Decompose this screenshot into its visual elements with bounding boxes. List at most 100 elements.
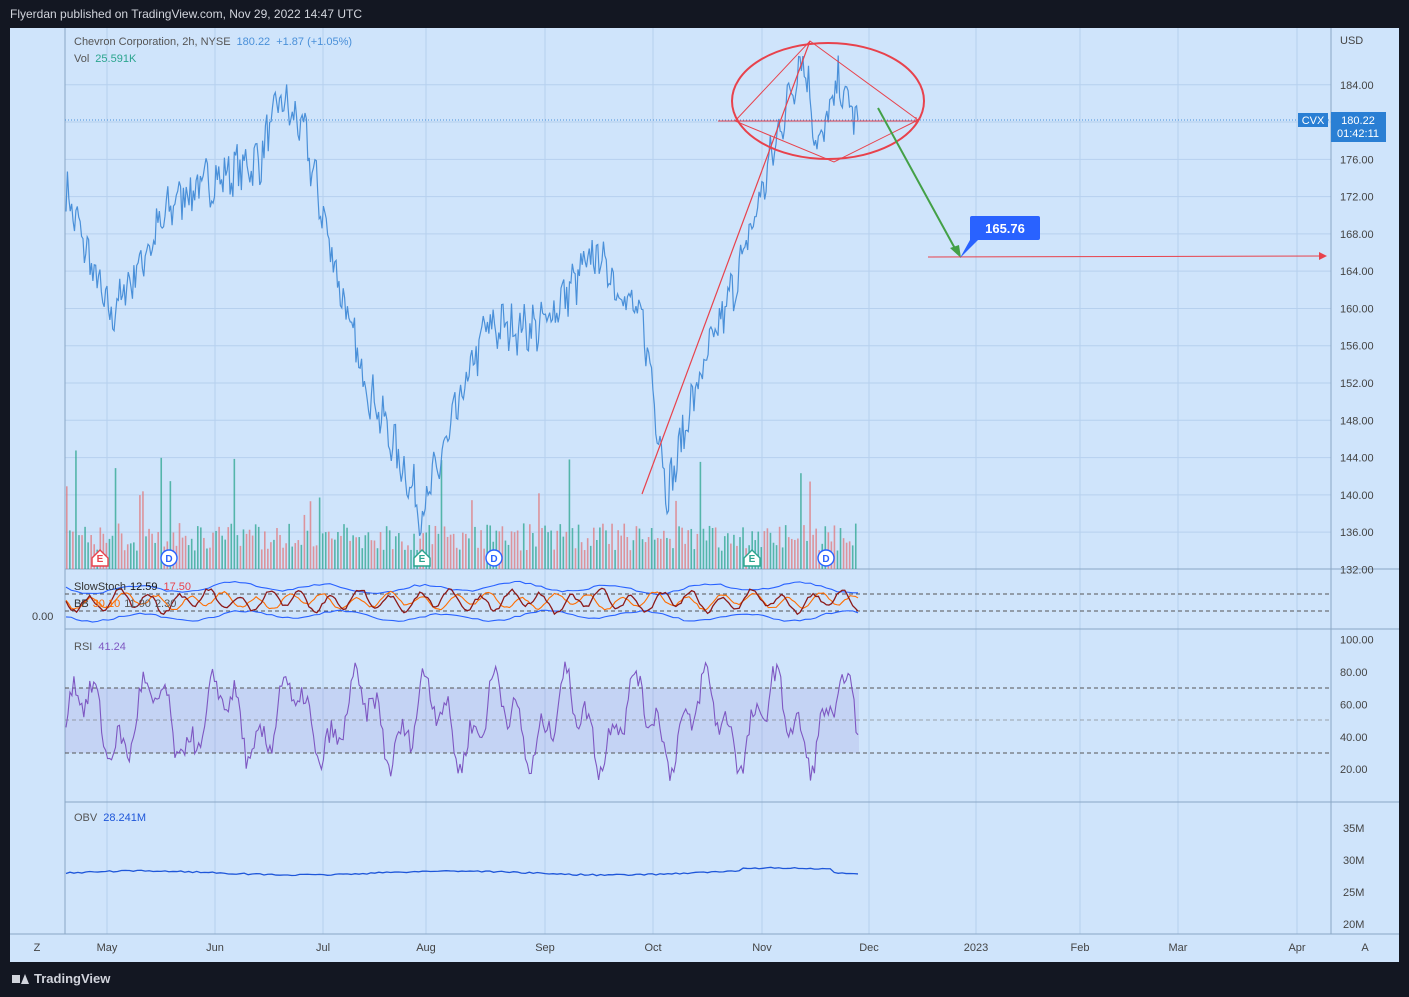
price-tick: 168.00	[1340, 229, 1374, 241]
volume-bar	[315, 545, 318, 569]
volume-bar	[340, 535, 342, 569]
chart-canvas[interactable]: 165.76 E D E D E D Chevron Corporation, 2h, N…	[10, 28, 1399, 962]
volume-bar	[720, 550, 723, 569]
volume-bar	[306, 530, 309, 569]
price-axis-currency: USD	[1340, 35, 1363, 47]
time-tick: Aug	[416, 942, 436, 954]
price-tick: 164.00	[1340, 266, 1374, 278]
volume-bar	[812, 534, 814, 569]
volume-bar	[84, 526, 86, 569]
volume-bar	[443, 526, 446, 569]
volume-bar	[614, 549, 616, 569]
price-tick: 156.00	[1340, 341, 1374, 353]
volume-bar	[574, 548, 577, 569]
volume-bar	[781, 547, 784, 569]
volume-bar	[623, 523, 626, 569]
volume-bar	[471, 500, 473, 569]
projection-arrow	[877, 107, 959, 255]
volume-bar	[184, 535, 187, 569]
time-axis[interactable]: May Jun Jul Aug Sep Oct Nov Dec 2023 Feb Mar Apr	[97, 942, 1306, 954]
volume-bar	[200, 527, 202, 569]
volume-bar	[708, 525, 711, 569]
volume-bar	[632, 540, 635, 569]
time-tick: May	[97, 942, 118, 954]
publish-bar: Flyerdan published on TradingView.com, N…	[0, 0, 1409, 28]
volume-bar	[449, 534, 452, 569]
time-tick: Dec	[859, 942, 879, 954]
volume-bar	[123, 550, 126, 569]
volume-bar	[193, 550, 196, 569]
volume-bar	[114, 468, 117, 569]
volume-bar	[72, 531, 74, 569]
volume-bar	[538, 493, 540, 569]
volume-bar	[510, 531, 513, 569]
volume-bars	[66, 450, 857, 569]
volume-bar	[529, 524, 531, 569]
tradingview-logo[interactable]: TradingView	[12, 971, 110, 986]
volume-bar	[522, 523, 525, 569]
publish-info: Flyerdan published on TradingView.com, N…	[10, 7, 362, 21]
volume-bar	[343, 524, 345, 569]
price-tick: 132.00	[1340, 564, 1374, 576]
price-tick: 152.00	[1340, 378, 1374, 390]
volume-bar	[589, 545, 592, 569]
volume-bar	[468, 538, 470, 569]
volume-bar	[352, 535, 354, 569]
volume-bar	[190, 538, 193, 569]
volume-bar	[126, 544, 129, 569]
price-axis[interactable]: USD 184.00 176.00 172.00 168.00 164.00 160.00…	[1340, 35, 1374, 576]
volume-bar	[608, 543, 610, 569]
auto-scale-right-button[interactable]: A	[1361, 942, 1369, 954]
volume-bar	[666, 537, 668, 569]
svg-text:165.76: 165.76	[985, 221, 1025, 236]
volume-bar	[428, 525, 431, 569]
target-label[interactable]: 165.76	[960, 216, 1040, 258]
legend-symbol: Chevron Corporation, 2h, NYSE 180.22 +1.87…	[74, 36, 352, 48]
volume-bar	[452, 533, 455, 569]
volume-bar	[696, 533, 699, 569]
volume-bar	[401, 541, 403, 569]
volume-bar	[474, 526, 476, 569]
volume-bar	[209, 547, 211, 569]
volume-bar	[504, 540, 507, 569]
volume-bar	[486, 524, 488, 569]
volume-bar	[181, 537, 184, 569]
volume-bar	[617, 530, 619, 569]
event-marker-earnings: E	[413, 549, 431, 567]
volume-bar	[742, 527, 744, 569]
volume-bar	[69, 530, 71, 569]
svg-text:E: E	[749, 554, 756, 565]
volume-bar	[854, 523, 857, 569]
volume-bar	[78, 535, 80, 569]
volume-bar	[806, 540, 808, 569]
volume-bar	[660, 538, 662, 569]
volume-bar	[431, 544, 434, 569]
volume-bar	[230, 523, 233, 569]
volume-bar	[282, 547, 284, 569]
price-tick: 140.00	[1340, 490, 1374, 502]
volume-bar	[312, 546, 315, 569]
volume-bar	[605, 530, 607, 569]
volume-bar	[382, 549, 385, 569]
rsi-tick: 80.00	[1340, 667, 1368, 679]
volume-bar	[279, 534, 281, 569]
volume-bar	[455, 547, 458, 569]
volume-bar	[264, 531, 266, 569]
volume-bar	[687, 530, 690, 569]
auto-scale-left-button[interactable]: Z	[34, 942, 41, 954]
volume-bar	[90, 535, 92, 569]
svg-text:E: E	[97, 554, 104, 565]
time-tick: Nov	[752, 942, 772, 954]
event-marker-dividend: D	[817, 549, 835, 567]
volume-bar	[379, 532, 382, 569]
volume-bar	[224, 539, 226, 569]
volume-bar	[242, 529, 245, 569]
rsi-tick: 40.00	[1340, 732, 1368, 744]
volume-bar	[66, 486, 68, 569]
volume-bar	[257, 526, 260, 569]
volume-bar	[705, 540, 708, 569]
volume-bar	[407, 545, 409, 569]
volume-bar	[656, 537, 659, 569]
volume-bar	[507, 544, 510, 569]
